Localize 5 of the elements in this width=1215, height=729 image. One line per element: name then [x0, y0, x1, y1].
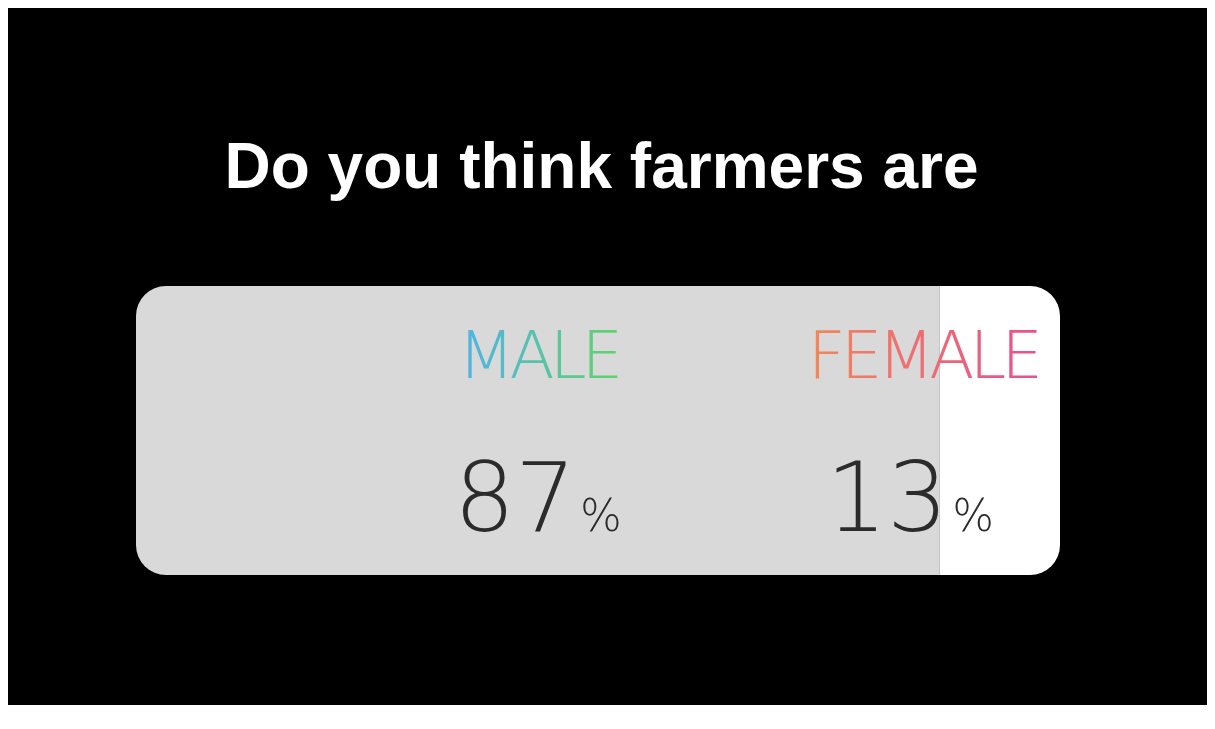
chart-title: Do you think farmers are: [224, 130, 979, 202]
data-label: 13%: [826, 442, 994, 554]
series-label: MALE: [457, 317, 619, 394]
data-label: 87%: [453, 442, 622, 554]
series-label: FEMALE: [807, 317, 1038, 394]
